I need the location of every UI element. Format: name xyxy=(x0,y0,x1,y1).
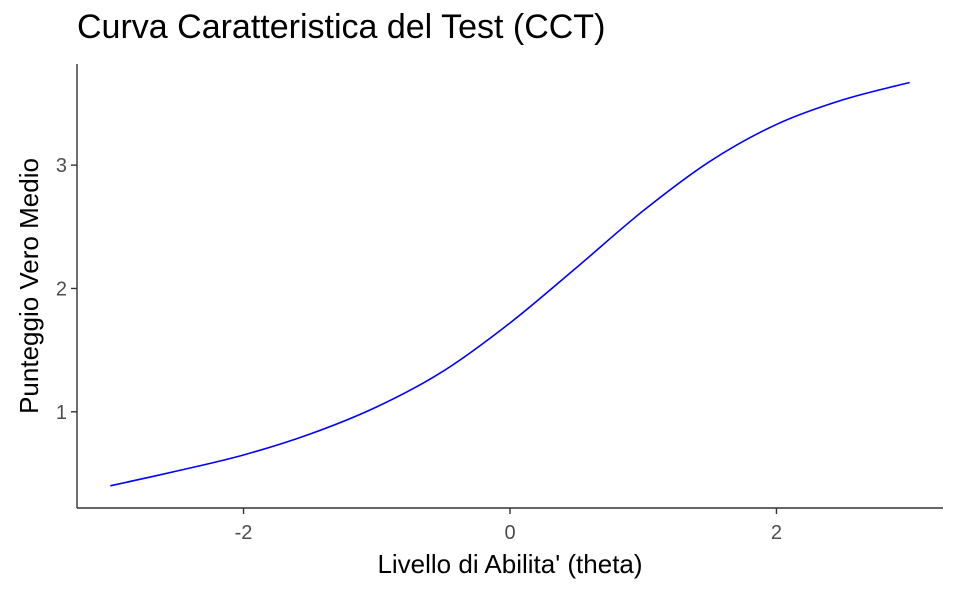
x-tick-label: 0 xyxy=(504,522,515,544)
y-tick-label: 2 xyxy=(56,278,67,300)
y-tick-label: 3 xyxy=(56,155,67,177)
x-tick-label: -2 xyxy=(235,522,253,544)
y-tick-label: 1 xyxy=(56,402,67,424)
series-line-0 xyxy=(110,81,910,487)
y-axis-title: Punteggio Vero Medio xyxy=(14,158,44,414)
x-axis-title: Livello di Abilita' (theta) xyxy=(377,549,642,579)
x-tick-label: 2 xyxy=(771,522,782,544)
chart-title: Curva Caratteristica del Test (CCT) xyxy=(77,8,606,46)
